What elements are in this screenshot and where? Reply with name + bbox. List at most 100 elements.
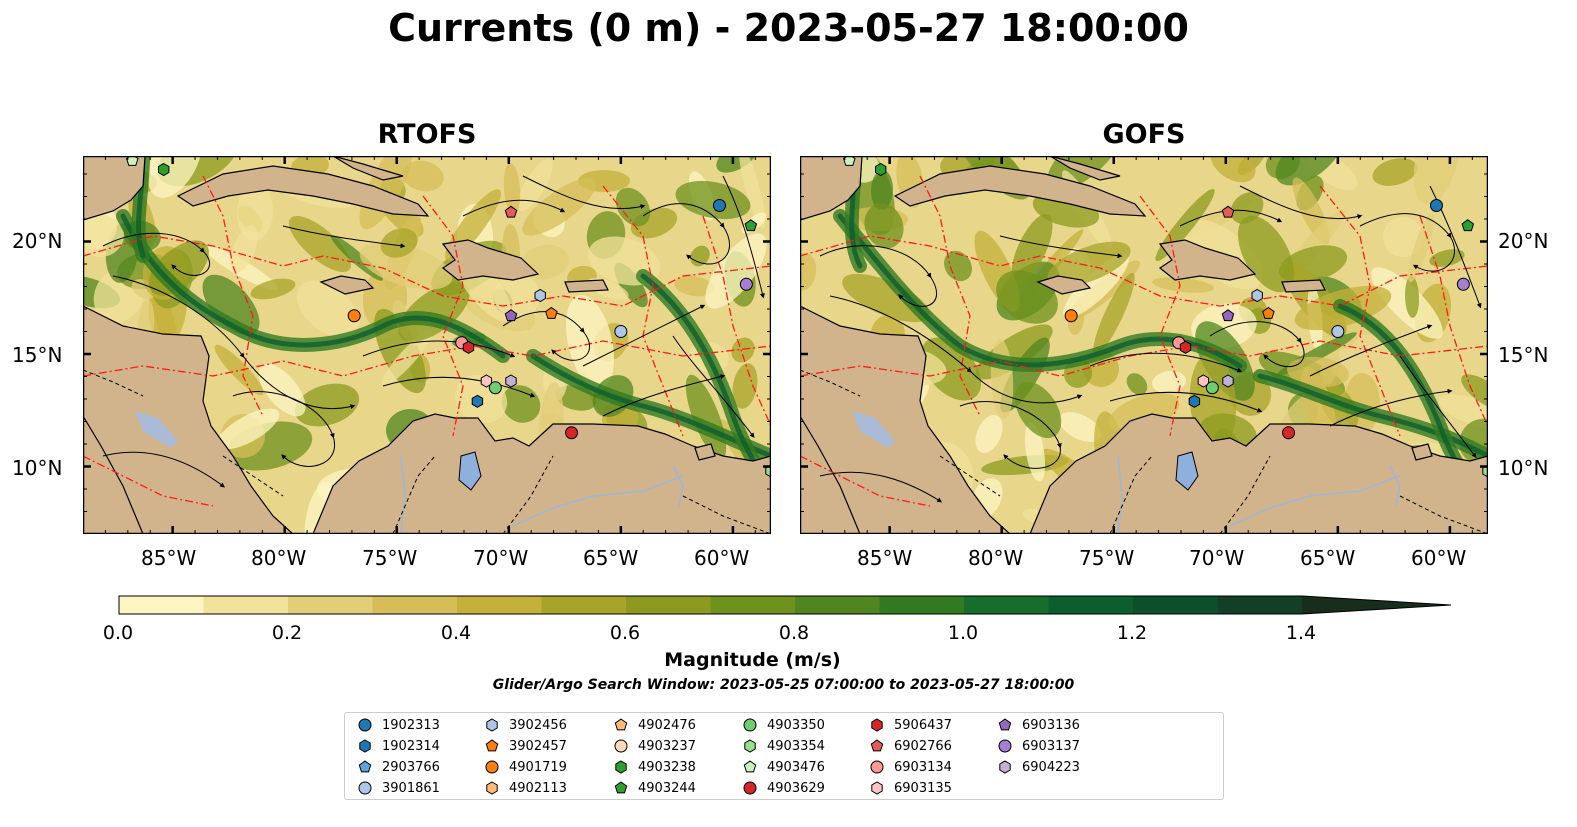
current-streamline: [102, 232, 210, 276]
current-streamline: [522, 175, 646, 210]
colorbar-title: Magnitude (m/s): [664, 649, 841, 671]
land-mass: [1411, 443, 1433, 461]
legend-label: 5906437: [894, 717, 952, 733]
float-marker-6904223[interactable]: [1222, 374, 1234, 388]
float-marker-5906437[interactable]: [462, 340, 475, 354]
rtofs-current-map: [83, 156, 771, 534]
legend-label: 6904223: [1022, 759, 1080, 775]
land-mass: [800, 305, 1011, 534]
legend-item-5906437: 5906437: [869, 715, 952, 735]
float-marker-4903238[interactable]: [875, 162, 887, 177]
float-marker-6903136[interactable]: [1221, 309, 1235, 322]
speed-patch: [1404, 276, 1420, 318]
float-marker-6904223[interactable]: [505, 374, 517, 388]
float-marker-1902314[interactable]: [471, 394, 484, 408]
legend-label: 4902476: [638, 717, 696, 733]
colorbar-segment: [288, 596, 373, 614]
land-mass: [800, 156, 863, 221]
float-marker-4903350[interactable]: [1205, 381, 1219, 395]
float-marker-4901719[interactable]: [347, 309, 361, 323]
speed-patch: [1237, 215, 1295, 293]
float-marker-4903350[interactable]: [488, 381, 502, 395]
pentagon-marker-icon: [485, 739, 499, 752]
float-marker-3901861[interactable]: [614, 325, 628, 338]
land-mass: [1158, 239, 1257, 281]
float-marker-3901861[interactable]: [1331, 325, 1345, 338]
land-mass: [83, 305, 294, 534]
strong-current-band: [1257, 373, 1488, 459]
legend-item-4903238: 4903238: [613, 757, 696, 777]
float-marker-6903135[interactable]: [480, 374, 493, 388]
speed-patch: [359, 242, 453, 290]
legend-item-4903237: 4903237: [613, 736, 696, 756]
rtofs-panel-title: RTOFS: [377, 119, 477, 150]
lake-nicaragua: [852, 411, 895, 448]
lake-maracaibo: [1175, 451, 1199, 491]
speed-patch: [236, 183, 274, 241]
colorbar-segment: [1217, 596, 1303, 614]
gofs-current-map: [800, 156, 1488, 534]
float-marker-6902766[interactable]: [1221, 205, 1235, 218]
float-marker-4901719[interactable]: [1064, 309, 1078, 323]
legend-label: 6903137: [1022, 738, 1080, 754]
colorbar-segment: [203, 596, 289, 614]
eez-boundary: [602, 185, 684, 437]
float-marker-4903244[interactable]: [1461, 219, 1475, 232]
float-marker-3902456[interactable]: [534, 288, 546, 303]
colorbar-tick-0: 0.0: [102, 622, 134, 644]
float-marker-4903629[interactable]: [565, 426, 579, 440]
float-marker-3902456[interactable]: [1251, 288, 1263, 303]
legend-item-6903137: 6903137: [997, 736, 1080, 756]
speed-patch: [83, 214, 124, 258]
float-marker-6903137[interactable]: [1456, 277, 1470, 291]
speed-patch: [738, 156, 766, 229]
river: [672, 465, 684, 507]
country-border: [1219, 455, 1271, 534]
speed-patch: [864, 203, 904, 249]
land-mass: [83, 156, 146, 221]
float-marker-4903354[interactable]: [1482, 464, 1488, 478]
speed-patch: [1058, 412, 1102, 442]
speed-patch: [398, 282, 470, 342]
colorbar-segment: [626, 596, 711, 614]
float-marker-3902457[interactable]: [1262, 306, 1275, 319]
current-streamline: [999, 235, 1123, 259]
left-lon-label-80w: 80°W: [251, 546, 307, 570]
float-marker-6903137[interactable]: [739, 277, 753, 291]
float-marker-4903354[interactable]: [765, 464, 771, 478]
legend-label: 1902314: [382, 738, 440, 754]
speed-patch: [674, 275, 714, 297]
float-marker-4903238[interactable]: [158, 162, 170, 177]
current-streamline: [602, 374, 726, 417]
land-mass: [1029, 413, 1488, 534]
country-border: [502, 455, 554, 534]
current-streamline: [672, 335, 755, 438]
colorbar-segment: [1048, 596, 1134, 614]
legend-item-4903476: 4903476: [742, 757, 825, 777]
float-marker-6903135[interactable]: [1197, 374, 1210, 388]
current-streamline: [362, 340, 516, 358]
float-marker-3902457[interactable]: [545, 306, 558, 319]
legend-item-4903629: 4903629: [742, 778, 825, 798]
current-streamline: [829, 295, 1083, 404]
current-streamline: [382, 376, 536, 398]
float-marker-1902313[interactable]: [712, 199, 726, 212]
float-marker-1902313[interactable]: [1429, 199, 1443, 212]
land-mass: [1281, 279, 1326, 293]
country-border: [83, 369, 144, 397]
speed-patch: [731, 337, 755, 363]
speed-patch: [1152, 370, 1186, 394]
map-frame: [800, 156, 1488, 534]
land-mass: [319, 275, 375, 295]
legend-label: 4901719: [509, 759, 567, 775]
float-marker-4903244[interactable]: [744, 219, 758, 232]
float-marker-1902314[interactable]: [1188, 394, 1201, 408]
legend-item-1902314: 1902314: [357, 736, 440, 756]
float-marker-4903629[interactable]: [1282, 426, 1296, 440]
river: [512, 475, 684, 527]
float-marker-6902766[interactable]: [504, 205, 518, 218]
legend-item-6903134: 6903134: [869, 757, 952, 777]
float-marker-6903136[interactable]: [504, 309, 518, 322]
float-marker-5906437[interactable]: [1179, 340, 1192, 354]
legend-label: 4903354: [767, 738, 825, 754]
